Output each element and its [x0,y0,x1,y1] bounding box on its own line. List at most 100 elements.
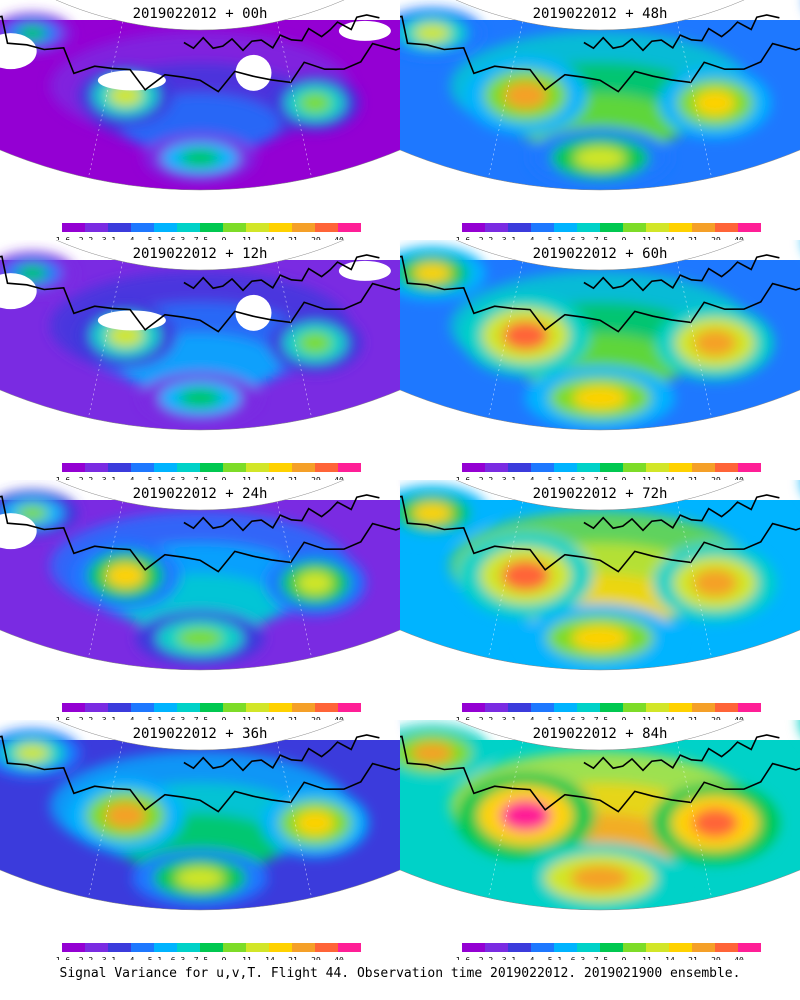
colorbar-label: 1.6 [56,956,71,960]
colorbar-swatch [246,943,269,952]
colorbar-label: 7.5 [194,956,209,960]
colorbar-label: 7.5 [594,476,609,480]
colorbar-swatch [200,223,223,232]
colorbar-swatch [131,703,154,712]
colorbar-swatch [108,463,131,472]
colorbar-label: 5.1 [548,236,563,240]
map-panel: 2019022012 + 60h 1.6 2.2 3.1 4 5.1 6.3 7.5 9 11 14… [400,240,800,480]
colorbar-label: 5.1 [148,716,163,720]
colorbar-swatch [315,943,338,952]
colorbar-swatch [131,463,154,472]
map-panel: 2019022012 + 12h 1.6 2.2 3.1 4 5.1 6.3 7.5 9 11 14… [0,240,400,480]
colorbar-swatch [154,703,177,712]
colorbar-label: 2.2 [79,716,94,720]
colorbar-label: 9 [222,476,227,480]
colorbar-label: 1.6 [456,716,471,720]
colorbar-swatch [738,943,761,952]
colorbar-label: 29 [711,956,721,960]
colorbar-swatch [554,703,577,712]
colorbar-label: 3.1 [502,236,517,240]
colorbar-swatch [315,223,338,232]
colorbar-swatch [669,703,692,712]
colorbar-swatch [646,223,669,232]
colorbar-label: 14 [265,476,275,480]
colorbar-label: 3.1 [102,236,117,240]
colorbar-swatch [715,463,738,472]
colorbar-swatch [108,223,131,232]
colorbar-swatch [738,223,761,232]
colorbar-label: 4 [130,476,135,480]
colorbar-swatch [715,703,738,712]
colorbar-label: 11 [642,476,652,480]
colorbar-label: 9 [222,716,227,720]
colorbar: 1.6 2.2 3.1 4 5.1 6.3 7.5 9 11 14 21 29 40 [456,943,761,960]
colorbar-swatch [554,943,577,952]
colorbar-label: 11 [642,716,652,720]
colorbar-label: 5.1 [548,716,563,720]
colorbar-label: 6.3 [571,236,586,240]
colorbar-label: 6.3 [171,716,186,720]
map-panel: 2019022012 + 24h 1.6 2.2 3.1 4 5.1 6.3 7.5 9 11 14… [0,480,400,720]
colorbar-label: 7.5 [194,716,209,720]
colorbar-swatch [531,943,554,952]
colorbar-swatch [692,223,715,232]
colorbar-swatch [223,223,246,232]
colorbar-swatch [669,943,692,952]
colorbar-label: 2.2 [79,476,94,480]
colorbar-label: 21 [288,956,298,960]
colorbar-label: 21 [688,956,698,960]
colorbar-label: 40 [334,476,344,480]
colorbar-label: 9 [622,716,627,720]
colorbar-label: 5.1 [148,476,163,480]
colorbar-swatch [338,463,361,472]
map-panel: 2019022012 + 72h 1.6 2.2 3.1 4 5.1 6.3 7.5 9 11 14… [400,480,800,720]
colorbar-label: 11 [242,956,252,960]
colorbar-swatch [154,943,177,952]
colorbar-swatch [62,463,85,472]
colorbar-label: 21 [688,236,698,240]
colorbar-swatch [177,463,200,472]
colorbar-label: 6.3 [571,476,586,480]
colorbar-swatch [154,463,177,472]
colorbar-label: 5.1 [148,956,163,960]
colorbar-label: 11 [642,236,652,240]
colorbar: 1.6 2.2 3.1 4 5.1 6.3 7.5 9 11 14 21 29 40 [56,223,361,240]
panel-title: 2019022012 + 12h [132,246,268,262]
colorbar-label: 7.5 [594,716,609,720]
panel-title: 2019022012 + 48h [532,6,668,22]
colorbar-swatch [600,703,623,712]
colorbar-swatch [131,223,154,232]
colorbar-swatch [315,463,338,472]
colorbar-label: 14 [665,476,675,480]
colorbar-label: 21 [288,476,298,480]
map-svg: 1.6 2.2 3.1 4 5.1 6.3 7.5 9 11 14 21 29 40 [0,480,400,720]
colorbar-swatch [623,943,646,952]
colorbar-swatch [338,223,361,232]
colorbar-swatch [246,463,269,472]
colorbar-label: 14 [265,716,275,720]
colorbar-label: 11 [242,476,252,480]
colorbar-swatch [223,943,246,952]
colorbar-swatch [246,223,269,232]
map-panel: 2019022012 + 84h 1.6 2.2 3.1 4 5.1 6.3 7.5 9 11 14… [400,720,800,960]
colorbar: 1.6 2.2 3.1 4 5.1 6.3 7.5 9 11 14 21 29 40 [456,223,761,240]
colorbar-swatch [338,943,361,952]
map-svg: 1.6 2.2 3.1 4 5.1 6.3 7.5 9 11 14 21 29 40 [0,720,400,960]
colorbar-swatch [531,223,554,232]
colorbar-label: 2.2 [479,476,494,480]
panel-title: 2019022012 + 00h [132,6,268,22]
colorbar-swatch [200,943,223,952]
colorbar-label: 21 [288,716,298,720]
colorbar-swatch [108,703,131,712]
colorbar-swatch [508,943,531,952]
colorbar-label: 21 [288,236,298,240]
map-svg: 1.6 2.2 3.1 4 5.1 6.3 7.5 9 11 14 21 29 40 [400,480,800,720]
colorbar-label: 11 [242,236,252,240]
colorbar-label: 4 [530,956,535,960]
colorbar-swatch [154,223,177,232]
colorbar-swatch [508,703,531,712]
colorbar-swatch [623,463,646,472]
colorbar-swatch [485,703,508,712]
colorbar-label: 9 [222,236,227,240]
colorbar-label: 6.3 [171,236,186,240]
